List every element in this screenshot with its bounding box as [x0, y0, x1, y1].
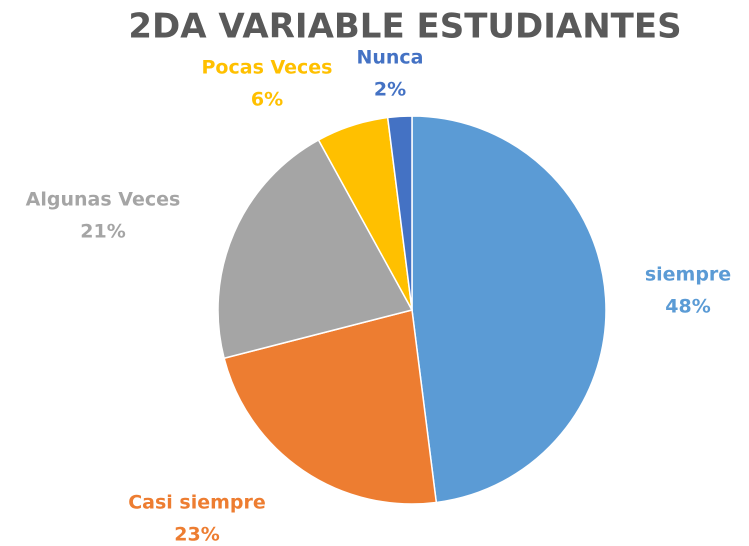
pie-slice: [386, 115, 413, 311]
slice-value-label: 21%: [80, 221, 125, 243]
slice-value-label: 2%: [374, 79, 406, 101]
slice-value-label: 23%: [174, 524, 219, 546]
slice-label: Casi siempre: [128, 492, 266, 514]
slice-label: Algunas Veces: [26, 189, 181, 211]
pie-slice: [217, 138, 414, 360]
slice-value-label: 48%: [665, 296, 710, 318]
slice-value-label: 6%: [251, 89, 283, 111]
slice-label: siempre: [645, 264, 731, 286]
pie-slice: [411, 115, 607, 504]
pie-slice: [223, 309, 438, 505]
slice-label: Pocas Veces: [202, 57, 333, 79]
slice-label: Nunca: [356, 47, 423, 69]
chart-title: 2DA VARIABLE ESTUDIANTES: [128, 7, 681, 47]
